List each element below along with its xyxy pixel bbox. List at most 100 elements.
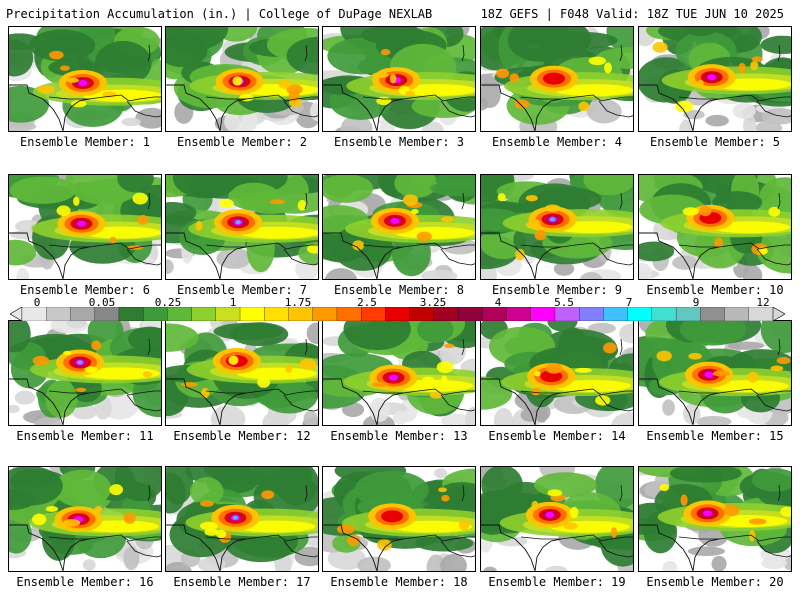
run-info: 18Z GEFS | F048 Valid: 18Z TUE JUN 10 20… — [480, 7, 784, 21]
map-boundary-line — [756, 394, 791, 412]
map-boundary-line — [440, 248, 475, 266]
map-boundary-line — [598, 100, 633, 118]
map-boundary-line — [756, 248, 791, 266]
map-boundary-line — [48, 534, 161, 542]
precip-field — [323, 27, 475, 131]
ensemble-member-map — [165, 466, 319, 572]
map-boundary-line — [205, 388, 318, 396]
map-boundary-line — [678, 242, 791, 250]
colorbar-tick-label: 12 — [756, 296, 770, 309]
precip-field — [166, 175, 318, 279]
map-boundary-line — [598, 248, 633, 266]
map-boundary-line — [520, 388, 633, 396]
map-boundary-line — [619, 44, 623, 62]
precipitation-colorbar — [10, 307, 785, 321]
colorbar-segment — [579, 307, 604, 321]
ensemble-member-label: Ensemble Member: 15 — [646, 429, 784, 443]
map-boundary-line — [304, 338, 308, 356]
ensemble-member-map — [322, 320, 476, 426]
colorbar-segment — [385, 307, 411, 321]
map-boundary-line — [304, 44, 308, 62]
chart-title: Precipitation Accumulation (in.) | Colle… — [6, 7, 433, 21]
colorbar-segment — [433, 307, 459, 321]
map-boundary-line — [619, 192, 623, 210]
map-boundary-line — [205, 94, 318, 102]
map-boundary-line — [756, 100, 791, 118]
ensemble-member-label: Ensemble Member: 18 — [330, 575, 468, 589]
map-boundary-line — [440, 540, 475, 558]
map-boundary-line — [48, 388, 161, 396]
map-boundary-line — [9, 232, 90, 279]
colorbar-segment — [603, 307, 629, 321]
map-boundary-line — [777, 484, 781, 502]
colorbar-tick-label: 9 — [692, 296, 700, 309]
ensemble-member-map — [480, 320, 634, 426]
precip-field — [9, 27, 161, 131]
ensemble-member-label: Ensemble Member: 11 — [16, 429, 154, 443]
map-boundary-line — [304, 192, 308, 210]
precip-field — [481, 175, 633, 279]
ensemble-member-map — [638, 174, 792, 280]
map-boundary-line — [461, 44, 465, 62]
ensemble-member-label: Ensemble Member: 20 — [646, 575, 784, 589]
precip-field — [481, 27, 633, 131]
precip-field — [481, 467, 633, 571]
map-boundary-line — [205, 242, 318, 250]
precip-field — [166, 27, 318, 131]
colorbar-segment — [627, 307, 653, 321]
map-boundary-line — [283, 100, 318, 118]
map-boundary-line — [639, 524, 720, 571]
map-boundary-line — [678, 534, 791, 542]
colorbar-segment — [288, 307, 314, 321]
colorbar-segment — [675, 307, 701, 321]
ensemble-member-label: Ensemble Member: 6 — [19, 283, 151, 297]
colorbar-segment — [554, 307, 580, 321]
map-boundary-line — [9, 378, 90, 425]
colorbar-tick-label: 1 — [229, 296, 237, 309]
map-boundary-line — [481, 524, 562, 571]
map-boundary-line — [205, 534, 318, 542]
map-boundary-line — [440, 394, 475, 412]
map-boundary-line — [481, 378, 562, 425]
ensemble-member-label: Ensemble Member: 10 — [646, 283, 784, 297]
map-boundary-line — [147, 44, 151, 62]
ensemble-member-map — [480, 466, 634, 572]
map-boundary-line — [520, 242, 633, 250]
precip-field — [166, 467, 318, 571]
colorbar-tick-label: 0.25 — [154, 296, 182, 309]
precip-field — [639, 467, 791, 571]
colorbar-tick-label: 2.5 — [357, 296, 377, 309]
colorbar-segment — [409, 307, 435, 321]
ensemble-member-label: Ensemble Member: 7 — [176, 283, 308, 297]
map-boundary-line — [756, 540, 791, 558]
map-boundary-line — [619, 338, 623, 356]
colorbar-segment — [530, 307, 556, 321]
colorbar-tick-label: 1.75 — [284, 296, 312, 309]
precip-field — [639, 175, 791, 279]
precip-field — [323, 467, 475, 571]
map-boundary-line — [283, 394, 318, 412]
map-boundary-line — [461, 484, 465, 502]
map-boundary-line — [323, 232, 404, 279]
map-boundary-line — [777, 44, 781, 62]
map-boundary-line — [48, 94, 161, 102]
precip-field — [9, 321, 161, 425]
map-boundary-line — [166, 524, 247, 571]
ensemble-member-label: Ensemble Member: 1 — [19, 135, 151, 149]
map-boundary-line — [619, 484, 623, 502]
colorbar-segment — [361, 307, 386, 321]
colorbar-segment — [506, 307, 532, 321]
ensemble-member-label: Ensemble Member: 14 — [488, 429, 626, 443]
ensemble-member-label: Ensemble Member: 3 — [333, 135, 465, 149]
ensemble-member-label: Ensemble Member: 17 — [173, 575, 311, 589]
colorbar-segment — [651, 307, 677, 321]
map-boundary-line — [481, 84, 562, 131]
ensemble-member-label: Ensemble Member: 13 — [330, 429, 468, 443]
precip-field — [481, 321, 633, 425]
map-boundary-line — [166, 232, 247, 279]
map-boundary-line — [598, 394, 633, 412]
map-boundary-line — [461, 338, 465, 356]
colorbar-segment — [457, 307, 483, 321]
colorbar-tick-label: 3.25 — [419, 296, 447, 309]
map-boundary-line — [598, 540, 633, 558]
